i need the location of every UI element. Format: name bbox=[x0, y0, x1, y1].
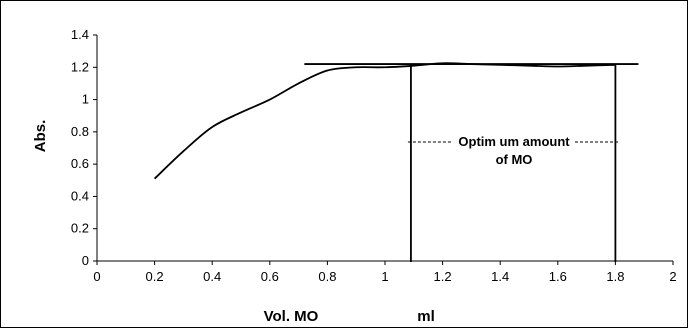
x-tick-label: 0.2 bbox=[146, 269, 164, 284]
axes bbox=[96, 35, 673, 262]
x-axis-unit: ml bbox=[417, 308, 435, 325]
x-tick-label: 1.2 bbox=[434, 269, 452, 284]
x-tick-label: 2 bbox=[669, 269, 676, 284]
y-tick-label: 0.6 bbox=[71, 156, 89, 171]
y-tick-label: 0.4 bbox=[71, 188, 89, 203]
x-tick-label: 1.4 bbox=[491, 269, 509, 284]
y-tick-label: 0 bbox=[82, 253, 89, 268]
x-axis-title: Vol. MO bbox=[264, 308, 319, 325]
annotation-label-line1: Optim um amount bbox=[458, 134, 570, 149]
x-ticks: 0 0.2 0.4 0.6 0.8 1 1.2 1.4 1.6 1.8 2 bbox=[93, 261, 677, 284]
x-tick-label: 1.6 bbox=[549, 269, 567, 284]
y-axis-title: Abs. bbox=[32, 120, 49, 153]
y-tick-label: 1 bbox=[82, 92, 89, 107]
y-tick-label: 1.4 bbox=[71, 27, 89, 42]
x-tick-label: 1 bbox=[381, 269, 388, 284]
series-line bbox=[153, 62, 616, 180]
x-tick-label: 0 bbox=[93, 269, 100, 284]
y-tick-label: 0.2 bbox=[71, 221, 89, 236]
x-tick-label: 1.8 bbox=[606, 269, 624, 284]
y-ticks: 0 0.2 0.4 0.6 0.8 1 1.2 1.4 bbox=[71, 27, 97, 268]
annotation-label-line2: of MO bbox=[496, 152, 533, 167]
x-tick-label: 0.6 bbox=[261, 269, 279, 284]
x-tick-label: 0.4 bbox=[203, 269, 221, 284]
y-tick-label: 0.8 bbox=[71, 124, 89, 139]
x-tick-label: 0.8 bbox=[318, 269, 336, 284]
y-tick-label: 1.2 bbox=[71, 59, 89, 74]
series-group bbox=[153, 62, 616, 180]
annotation-group bbox=[304, 63, 639, 262]
